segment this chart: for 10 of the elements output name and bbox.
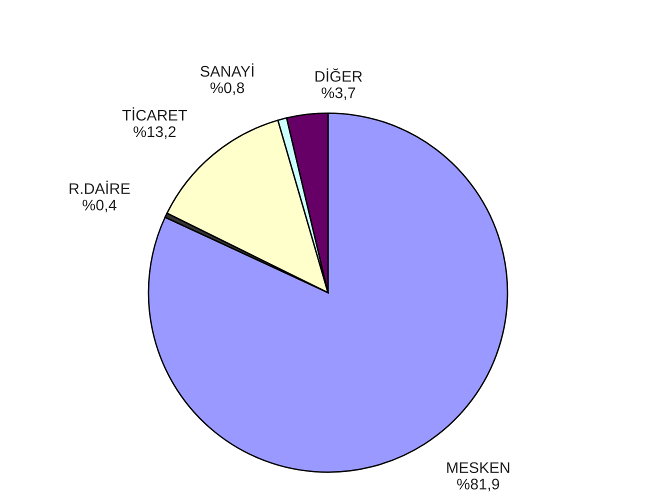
slice-label: SANAYİ: [200, 63, 254, 77]
slice-label: MESKEN: [447, 462, 510, 474]
data-label: %0,4: [82, 200, 116, 212]
slice-label: R.DAİRE: [70, 180, 130, 194]
data-label: %13,2: [134, 126, 176, 139]
data-label: %0,8: [210, 82, 244, 96]
data-label: %81,9: [457, 478, 500, 492]
slice-label: TİCARET: [122, 107, 187, 121]
data-label: %3,7: [322, 87, 356, 100]
slice-label: DİĞER: [316, 68, 362, 82]
